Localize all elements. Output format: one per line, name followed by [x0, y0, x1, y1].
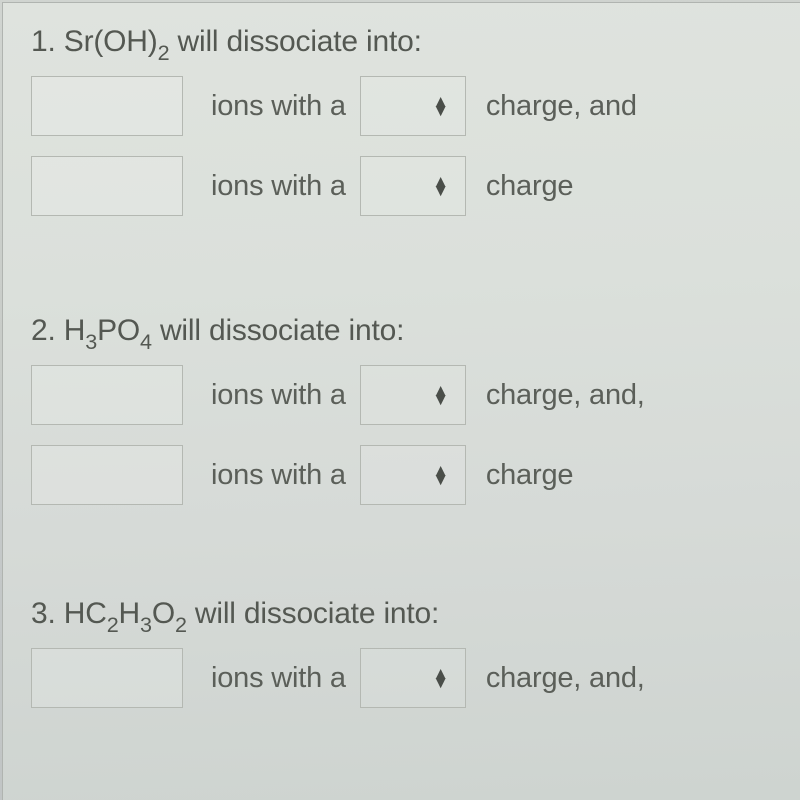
quiz-panel: 1. Sr(OH)2 will dissociate into: ions wi… [2, 2, 800, 800]
q1-midtext-1: ions with a [211, 90, 346, 123]
q3-midtext-1: ions with a [211, 662, 346, 695]
stepper-icon [432, 97, 449, 116]
q1-row-1: ions with a charge, and [31, 76, 800, 136]
q2-charge-select-2[interactable] [360, 445, 466, 505]
q2-ions-count-1[interactable] [31, 365, 183, 425]
q1-trail-1: charge, and [486, 90, 637, 123]
q3-charge-select-1[interactable] [360, 648, 466, 708]
q2-row-1: ions with a charge, and, [31, 365, 800, 425]
q2-row-2: ions with a charge [31, 445, 800, 505]
q2-trail-2: charge [486, 459, 573, 492]
stepper-icon [432, 177, 449, 196]
q2-verb: will dissociate into: [160, 314, 404, 347]
q1-midtext-2: ions with a [211, 170, 346, 203]
q1-verb: will dissociate into: [178, 25, 422, 58]
q2-trail-1: charge, and, [486, 379, 645, 412]
q1-row-2: ions with a charge [31, 156, 800, 216]
q1-charge-select-2[interactable] [360, 156, 466, 216]
q2-number: 2 [31, 314, 48, 347]
q2-ions-count-2[interactable] [31, 445, 183, 505]
stepper-icon [432, 386, 449, 405]
q2-charge-select-1[interactable] [360, 365, 466, 425]
q2-formula: H3PO4 [64, 314, 152, 347]
stepper-icon [432, 669, 449, 688]
q1-charge-select-1[interactable] [360, 76, 466, 136]
q3-row-1: ions with a charge, and, [31, 648, 800, 708]
q1-trail-2: charge [486, 170, 573, 203]
q2-midtext-2: ions with a [211, 459, 346, 492]
question-2: 2. H3PO4 will dissociate into: ions with… [31, 314, 800, 505]
question-3-title: 3. HC2H3O2 will dissociate into: [31, 597, 800, 636]
q3-verb: will dissociate into: [195, 597, 439, 630]
q3-formula: HC2H3O2 [64, 597, 187, 630]
q3-ions-count-1[interactable] [31, 648, 183, 708]
q3-trail-1: charge, and, [486, 662, 645, 695]
question-1-title: 1. Sr(OH)2 will dissociate into: [31, 25, 800, 64]
question-2-title: 2. H3PO4 will dissociate into: [31, 314, 800, 353]
stepper-icon [432, 466, 449, 485]
q1-ions-count-1[interactable] [31, 76, 183, 136]
q2-midtext-1: ions with a [211, 379, 346, 412]
question-3: 3. HC2H3O2 will dissociate into: ions wi… [31, 597, 800, 708]
question-1: 1. Sr(OH)2 will dissociate into: ions wi… [31, 25, 800, 216]
q1-ions-count-2[interactable] [31, 156, 183, 216]
q1-formula: Sr(OH)2 [64, 25, 170, 58]
q1-number: 1 [31, 25, 48, 58]
q3-number: 3 [31, 597, 48, 630]
